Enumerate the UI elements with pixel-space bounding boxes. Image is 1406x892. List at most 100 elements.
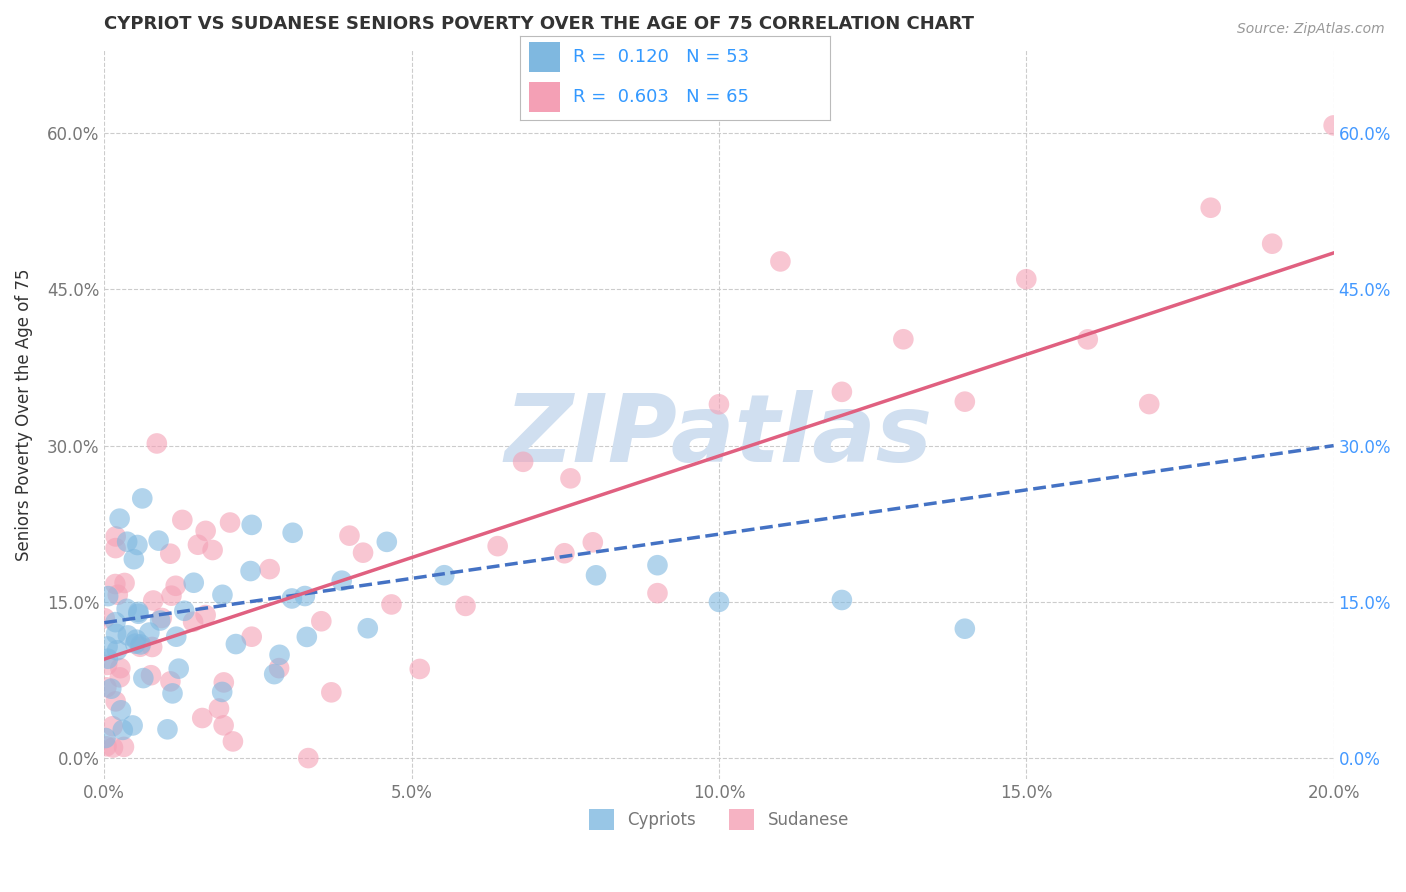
Point <box>212 675 235 690</box>
Point <box>259 562 281 576</box>
Point <box>297 751 319 765</box>
Point <box>240 630 263 644</box>
Point <box>165 630 187 644</box>
Point <box>211 588 233 602</box>
Point <box>129 640 152 654</box>
Point <box>104 694 127 708</box>
Point <box>269 648 291 662</box>
Point <box>647 558 669 573</box>
FancyBboxPatch shape <box>530 82 561 112</box>
Point <box>104 577 127 591</box>
Point <box>208 701 231 715</box>
Point <box>138 625 160 640</box>
Point <box>108 511 131 525</box>
Point <box>124 637 146 651</box>
Point <box>150 611 173 625</box>
Point <box>97 589 120 603</box>
Point <box>167 662 190 676</box>
Text: Source: ZipAtlas.com: Source: ZipAtlas.com <box>1237 22 1385 37</box>
Point <box>125 632 148 647</box>
Point <box>222 734 245 748</box>
Point <box>225 637 247 651</box>
Point <box>1323 119 1346 133</box>
Point <box>127 538 149 552</box>
Point <box>357 621 380 635</box>
Point <box>352 546 374 560</box>
Point <box>263 667 285 681</box>
Point <box>831 593 853 607</box>
Point <box>94 731 117 745</box>
Point <box>294 589 316 603</box>
Point <box>142 593 165 607</box>
Point <box>375 534 398 549</box>
Point <box>104 529 127 543</box>
Point <box>553 546 575 560</box>
Point <box>132 671 155 685</box>
Point <box>104 541 127 555</box>
Point <box>1077 332 1099 346</box>
Point <box>149 614 172 628</box>
Point <box>139 668 162 682</box>
Point <box>96 657 118 672</box>
Point <box>127 607 149 621</box>
Point <box>131 491 153 506</box>
Point <box>105 627 128 641</box>
Point <box>108 670 131 684</box>
Point <box>433 568 456 582</box>
Point <box>380 598 402 612</box>
Text: R =  0.603   N = 65: R = 0.603 N = 65 <box>572 87 749 105</box>
Point <box>512 455 534 469</box>
Point <box>115 602 138 616</box>
Point <box>1261 236 1284 251</box>
Point <box>486 539 509 553</box>
Point <box>1199 201 1222 215</box>
Point <box>582 535 605 549</box>
Point <box>96 739 118 754</box>
Point <box>114 576 136 591</box>
Point <box>110 703 132 717</box>
Point <box>211 685 233 699</box>
Point <box>240 517 263 532</box>
Point <box>191 711 214 725</box>
Point <box>295 630 318 644</box>
Point <box>104 615 127 629</box>
Text: CYPRIOT VS SUDANESE SENIORS POVERTY OVER THE AGE OF 75 CORRELATION CHART: CYPRIOT VS SUDANESE SENIORS POVERTY OVER… <box>104 15 974 33</box>
Point <box>187 538 209 552</box>
Point <box>409 662 432 676</box>
Point <box>127 605 149 619</box>
Point <box>183 575 205 590</box>
Point <box>117 628 139 642</box>
Point <box>454 599 477 613</box>
Point <box>146 436 169 450</box>
Point <box>769 254 792 268</box>
Point <box>281 591 304 606</box>
Point <box>122 552 145 566</box>
Point <box>107 588 129 602</box>
Point <box>330 574 353 588</box>
Point <box>647 586 669 600</box>
Point <box>162 686 184 700</box>
Point <box>112 739 135 754</box>
Point <box>105 643 128 657</box>
Point <box>560 471 582 485</box>
Point <box>111 723 134 737</box>
Point <box>96 681 118 695</box>
Y-axis label: Seniors Poverty Over the Age of 75: Seniors Poverty Over the Age of 75 <box>15 268 32 561</box>
Point <box>172 513 194 527</box>
Point <box>129 637 152 651</box>
Text: ZIPatlas: ZIPatlas <box>505 390 934 483</box>
Point <box>201 543 224 558</box>
Point <box>219 516 242 530</box>
Point <box>173 604 195 618</box>
Point <box>160 589 183 603</box>
Point <box>159 547 181 561</box>
Point <box>194 524 217 538</box>
Point <box>707 595 730 609</box>
Point <box>267 661 290 675</box>
Point <box>101 740 124 755</box>
Legend: Cypriots, Sudanese: Cypriots, Sudanese <box>582 803 856 836</box>
Point <box>181 615 204 629</box>
Point <box>110 661 132 675</box>
Point <box>585 568 607 582</box>
Point <box>100 681 122 696</box>
